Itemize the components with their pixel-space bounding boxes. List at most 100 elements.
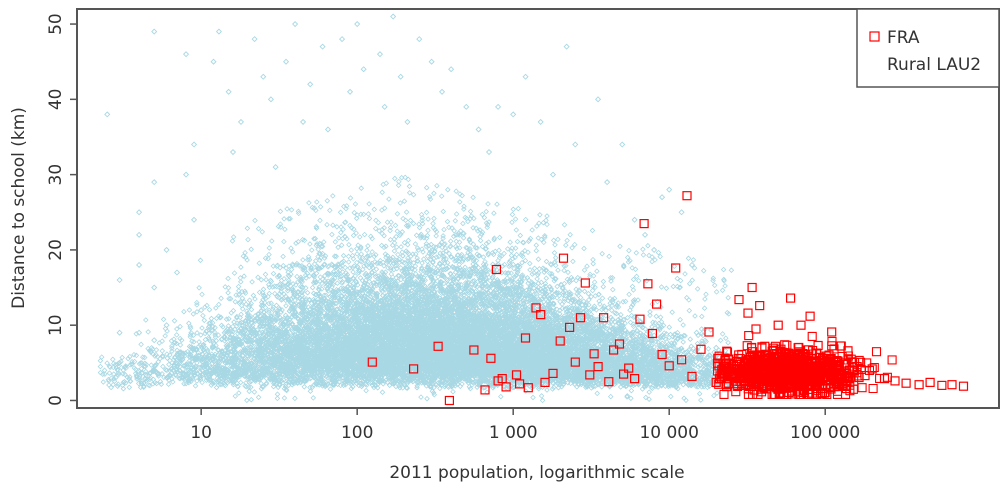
y-tick-label-3: 30 (46, 164, 66, 186)
fra-point-51 (743, 308, 753, 318)
rural-point-59 (522, 73, 529, 80)
rural-point-15 (163, 246, 170, 253)
legend-fra-marker (869, 31, 880, 42)
rural-point-11 (151, 284, 158, 291)
rural-point-34 (300, 118, 307, 125)
plot-frame (76, 8, 1000, 409)
rural-point-1 (116, 276, 123, 284)
rural-point-32 (283, 58, 290, 65)
rural-point-6 (136, 261, 143, 268)
rural-point-5 (136, 231, 143, 238)
fra-point-0 (367, 357, 377, 367)
fra-point-47 (704, 327, 714, 337)
rural-point-35 (307, 81, 314, 88)
rural-point-9 (151, 28, 158, 35)
rural-point-42 (354, 21, 361, 28)
rural-point-13 (151, 367, 158, 374)
rural-point-18 (183, 51, 190, 58)
fra-point-50 (734, 295, 744, 305)
rural-point-26 (229, 149, 237, 156)
x-tick-label-4: 100 000 (790, 423, 860, 443)
fra-point-46 (696, 344, 706, 354)
rural-point-12 (151, 337, 158, 344)
fra-point-15 (531, 303, 541, 313)
fra-point-25 (585, 370, 595, 380)
fra-point-67 (832, 356, 843, 366)
fra-point-4 (469, 345, 479, 355)
rural-point-50 (416, 36, 423, 43)
fra-point-75 (914, 380, 924, 390)
x-tick-label-1: 100 (341, 423, 373, 443)
rural-point-10 (151, 179, 158, 186)
fra-point-26 (589, 349, 599, 359)
y-tick-label-0: 0 (46, 395, 66, 406)
x-tick-label-0: 10 (190, 423, 212, 443)
legend-box (856, 8, 1000, 88)
fra-point-58 (780, 340, 790, 350)
rural-point-69 (651, 246, 658, 253)
rural-point-21 (190, 216, 198, 223)
rural-point-62 (563, 43, 570, 50)
y-tick-label-4: 40 (46, 89, 66, 111)
x-axis-title: 2011 population, logarithmic scale (389, 463, 684, 483)
rural-point-38 (324, 126, 332, 133)
rural-point-75 (705, 352, 713, 359)
rural-point-46 (381, 103, 388, 110)
legend-rural-label: Rural LAU2 (887, 55, 981, 75)
rural-point-61 (549, 171, 557, 178)
rural-point-60 (537, 118, 544, 125)
y-tick-label-2: 20 (46, 239, 66, 261)
y-axis: 0 10 20 30 40 50 (46, 13, 77, 406)
rural-point-22 (198, 307, 205, 314)
fra-point-16 (536, 310, 546, 320)
rural-point-4 (136, 209, 143, 216)
fra-point-52 (747, 282, 757, 293)
fra-point-57 (773, 320, 783, 330)
rural-point-27 (237, 118, 245, 125)
y-axis-title: Distance to school (km) (9, 107, 29, 309)
fra-point-60 (791, 364, 801, 374)
fra-point-61 (796, 320, 806, 330)
fra-point-7 (491, 264, 501, 275)
rural-point-56 (485, 149, 493, 156)
rural-point-72 (678, 209, 685, 216)
fra-point-42 (671, 263, 681, 273)
fra-point-64 (813, 340, 823, 351)
fra-point-55 (760, 341, 770, 351)
rural-point-40 (339, 36, 346, 43)
rural-point-43 (360, 66, 367, 73)
fra-point-78 (947, 380, 957, 390)
fra-point-44 (682, 191, 692, 201)
fra-point-29 (604, 377, 614, 387)
rural-point-49 (404, 118, 411, 125)
fra-point-34 (629, 374, 640, 384)
fra-point-14 (523, 383, 533, 393)
fra-point-54 (755, 301, 765, 311)
fra-points (367, 191, 969, 406)
rural-point-53 (448, 66, 455, 73)
rural-point-67 (631, 216, 638, 223)
rural-point-25 (225, 88, 232, 95)
rural-lau2-points (97, 13, 805, 404)
y-tick-label-5: 50 (46, 13, 66, 35)
fra-point-45 (687, 371, 697, 381)
fra-point-22 (570, 357, 580, 367)
x-tick-label-2: 1 000 (489, 423, 538, 443)
rural-point-65 (604, 179, 611, 186)
fra-point-39 (651, 299, 662, 309)
legend-fra-label: FRA (887, 28, 920, 48)
fra-point-24 (580, 278, 590, 288)
rural-point-8 (136, 374, 143, 381)
rural-point-66 (619, 141, 626, 148)
fra-point-13 (520, 333, 531, 343)
rural-point-64 (595, 96, 602, 103)
fra-point-11 (511, 370, 522, 380)
fra-point-66 (827, 327, 837, 337)
y-tick-label-1: 10 (46, 314, 66, 336)
fra-point-31 (614, 339, 625, 349)
fra-point-68 (843, 346, 853, 356)
rural-point-71 (666, 186, 673, 193)
fra-point-56 (766, 367, 776, 377)
rural-point-7 (136, 329, 143, 336)
fra-point-53 (751, 324, 761, 334)
